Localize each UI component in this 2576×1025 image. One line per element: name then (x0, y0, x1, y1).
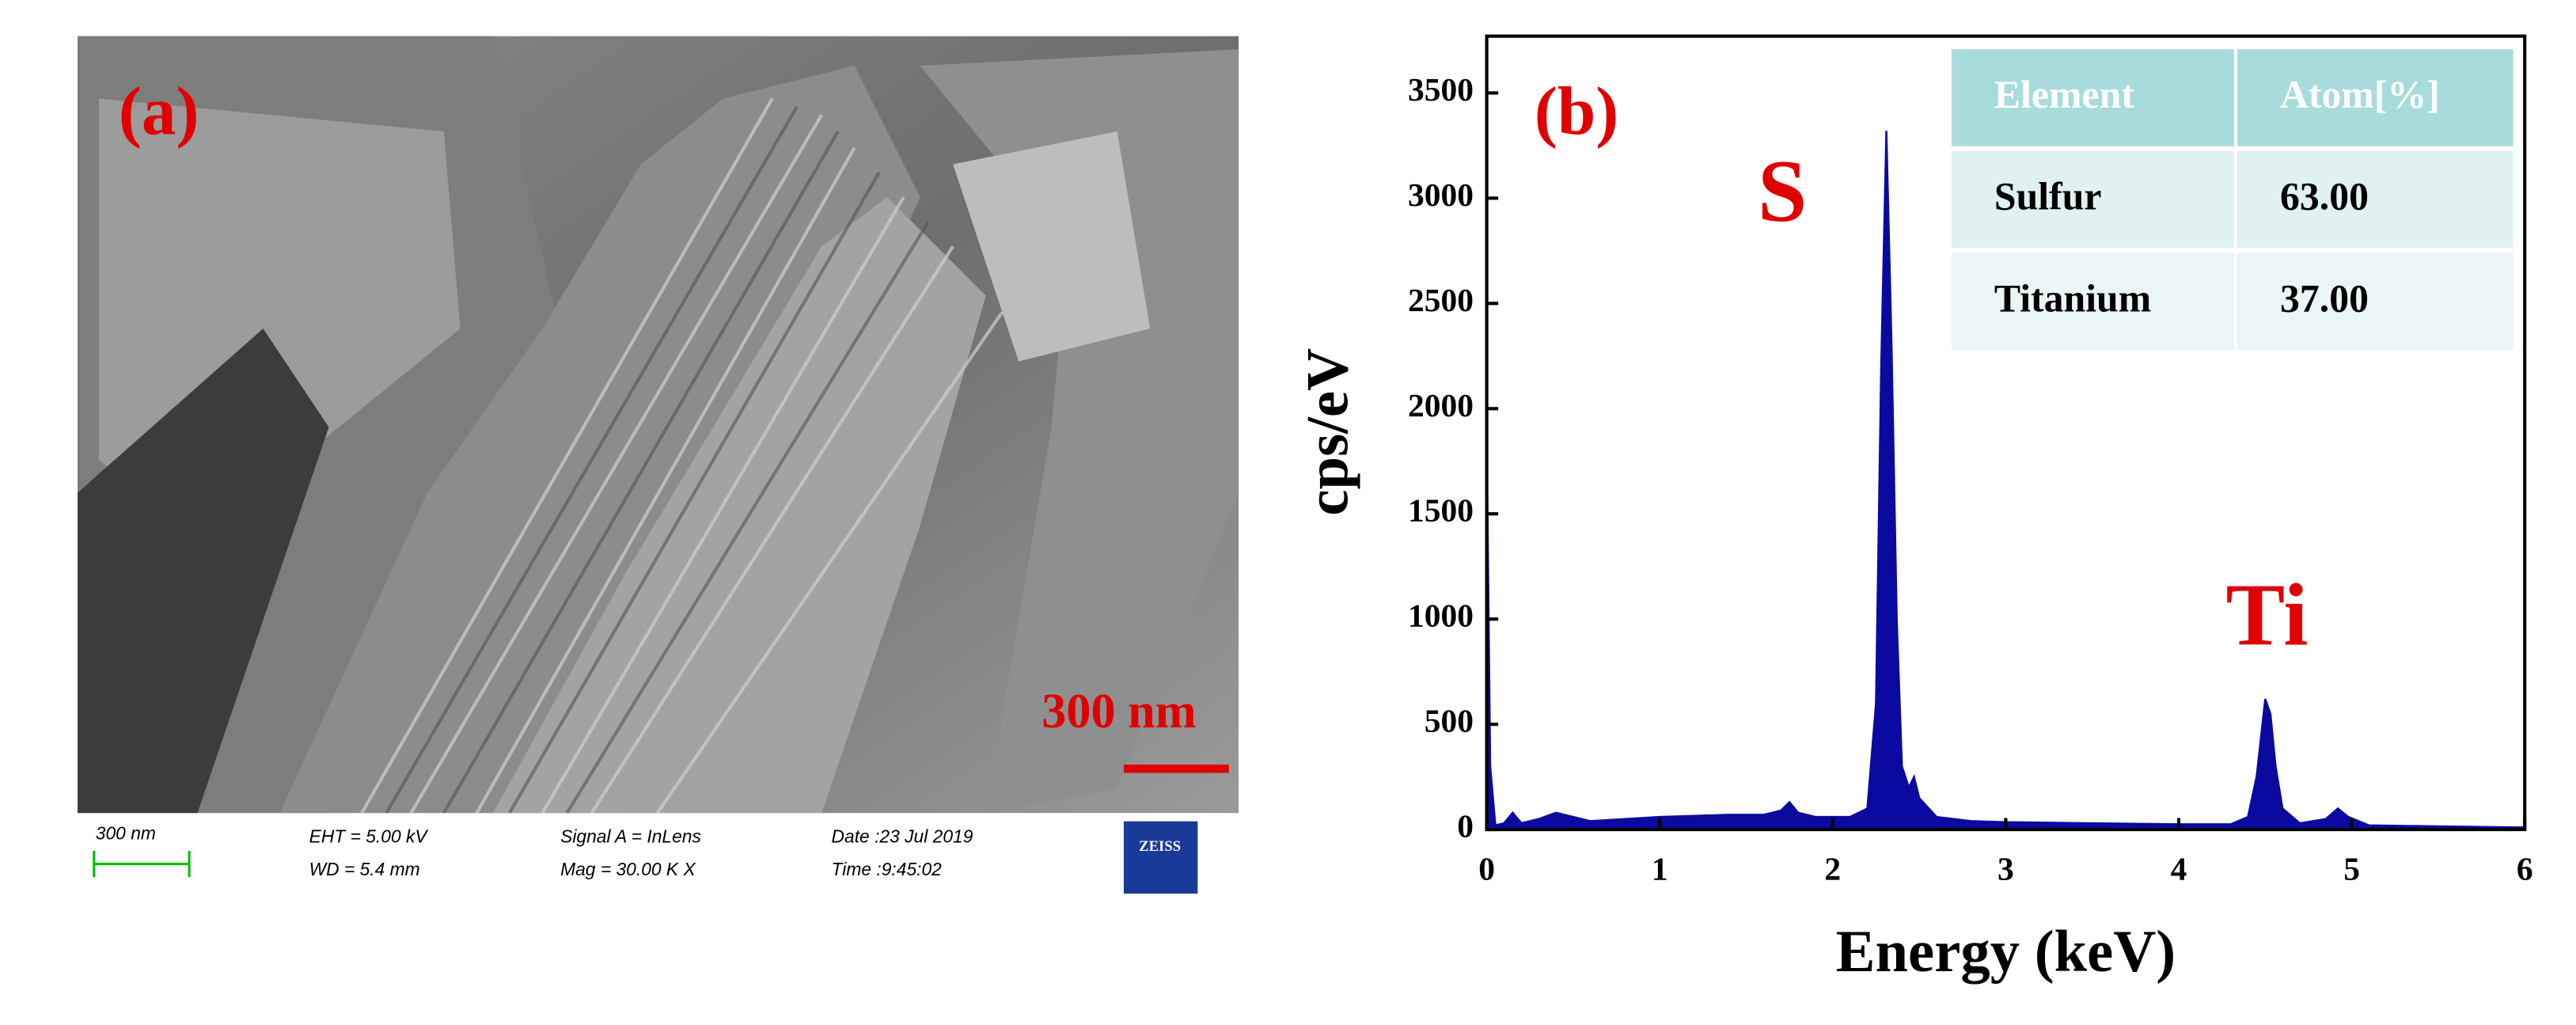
info-mag: Mag = 30.00 K X (560, 859, 696, 879)
x-tick-label: 4 (2171, 851, 2187, 887)
logo-box (1123, 821, 1198, 894)
info-date: Date :23 Jul 2019 (832, 826, 973, 846)
x-tick-label: 1 (1652, 851, 1668, 887)
table-cell-bg (1951, 150, 2234, 249)
info-signal: Signal A = InLens (560, 826, 701, 846)
table-cell-bg (2237, 150, 2513, 249)
y-tick-label: 2500 (1408, 282, 1474, 318)
sem-image (77, 36, 1239, 814)
table-cell: 63.00 (2280, 175, 2369, 218)
y-tick-label: 3500 (1408, 71, 1474, 108)
panel-label: (b) (1535, 72, 1619, 149)
peak-label: Ti (2226, 566, 2309, 664)
y-tick-label: 3000 (1408, 177, 1474, 213)
y-tick-label: 0 (1457, 808, 1474, 845)
x-tick-label: 2 (1824, 851, 1841, 887)
table-cell: Titanium (1994, 276, 2151, 320)
y-tick-label: 500 (1425, 703, 1474, 739)
table-cell-bg (2237, 252, 2513, 351)
info-scale: 300 nm (96, 822, 156, 843)
logo: ZEISS (1139, 838, 1181, 855)
table-header-cell (1951, 49, 2234, 146)
table-header: Atom[%] (2280, 73, 2440, 116)
info-eht: EHT = 5.00 kV (309, 826, 429, 846)
table-header: Element (1994, 73, 2134, 116)
scale-label: 300 nm (1041, 685, 1196, 738)
y-tick-label: 2000 (1408, 387, 1474, 423)
spectrum-line (1485, 131, 2525, 829)
x-axis-label: Energy (keV) (1836, 919, 2176, 985)
y-tick-label: 1500 (1408, 492, 1474, 529)
eds-chart: 0 1 2 3 4 5 6 0 500 1000 1500 2000 2500 3000 3500 Energ… (1296, 34, 2533, 985)
table-cell: 37.00 (2280, 276, 2369, 320)
table-cell: Sulfur (1994, 175, 2102, 218)
x-tick-label: 0 (1478, 851, 1495, 887)
table-cell-bg (1951, 252, 2234, 351)
peak-label: S (1758, 142, 1807, 241)
x-tick-label: 5 (2343, 851, 2360, 887)
x-tick-label: 6 (2517, 851, 2533, 887)
x-tick-label: 3 (1997, 851, 2014, 887)
y-axis-label: cps/eV (1296, 348, 1361, 516)
info-wd: WD = 5.4 mm (309, 859, 420, 879)
y-tick-label: 1000 (1408, 598, 1474, 634)
panel-label: (a) (119, 72, 199, 149)
info-time: Time :9:45:02 (832, 859, 943, 879)
table-header-cell (2237, 49, 2513, 146)
